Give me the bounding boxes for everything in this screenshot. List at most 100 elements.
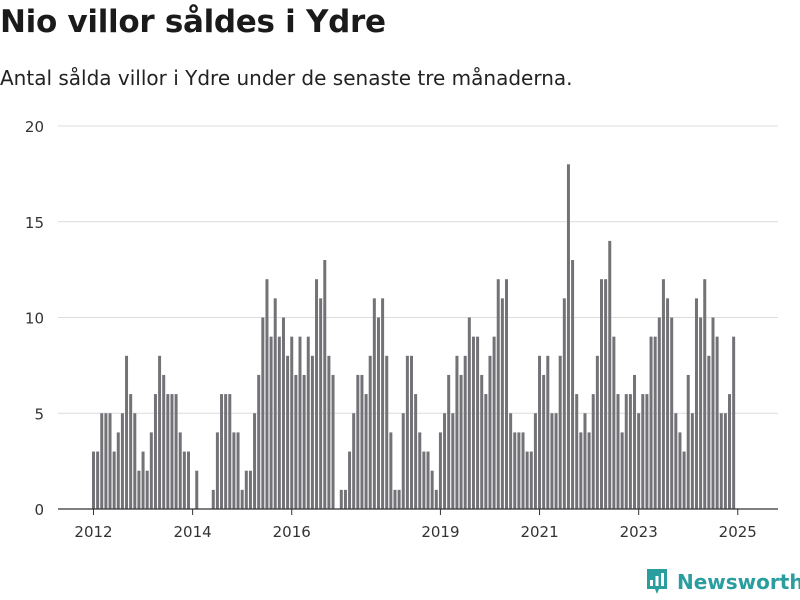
bar	[343, 489, 347, 509]
bar	[455, 355, 459, 509]
bar	[133, 413, 137, 509]
bar	[158, 355, 162, 509]
bar	[657, 317, 661, 509]
bar	[389, 432, 393, 509]
bar	[599, 279, 603, 509]
bar	[608, 240, 612, 509]
bar	[422, 451, 426, 509]
bar	[170, 394, 174, 509]
bar	[228, 394, 232, 509]
bar	[166, 394, 170, 509]
bar	[467, 317, 471, 509]
bar	[579, 432, 583, 509]
bar	[496, 279, 500, 509]
bar	[257, 374, 261, 509]
bar	[591, 394, 595, 509]
bar	[707, 355, 711, 509]
bar	[670, 317, 674, 509]
bar	[554, 413, 558, 509]
bar	[405, 355, 409, 509]
x-tick-label: 2012	[74, 523, 112, 541]
bar	[732, 336, 736, 509]
bar-chart: 0 5 10 15 20 2012 2014 2016 2019 2021 2023 2025 9	[25, 0, 778, 541]
bar	[728, 394, 732, 509]
bar	[401, 413, 405, 509]
bar	[385, 355, 389, 509]
bar	[381, 298, 385, 509]
bar	[92, 451, 95, 509]
bar	[694, 298, 698, 509]
bar	[281, 317, 285, 509]
y-tick-label: 20	[25, 118, 44, 136]
bar	[414, 394, 418, 509]
bar	[513, 432, 517, 509]
bar	[112, 451, 116, 509]
brand-name: Newsworthy	[677, 570, 800, 594]
bar	[690, 413, 694, 509]
chart-subtitle: Antal sålda villor i Ydre under de senas…	[0, 66, 573, 90]
bar	[562, 298, 566, 509]
bar	[616, 394, 620, 509]
bar	[719, 413, 723, 509]
bar	[666, 298, 670, 509]
bar	[612, 336, 616, 509]
bar	[566, 164, 570, 510]
bar	[236, 432, 240, 509]
bar	[120, 413, 124, 509]
bar	[587, 432, 591, 509]
bar	[261, 317, 265, 509]
bar	[546, 355, 550, 509]
bar	[430, 470, 434, 509]
bar	[211, 489, 215, 509]
bar	[372, 298, 376, 509]
bar	[538, 355, 542, 509]
bar	[348, 451, 352, 509]
bar	[331, 374, 335, 509]
bar	[145, 470, 149, 509]
bar	[244, 470, 248, 509]
bar	[641, 394, 645, 509]
bar	[104, 413, 108, 509]
bar	[447, 374, 451, 509]
bar	[108, 413, 112, 509]
bar	[500, 298, 504, 509]
bar	[339, 489, 343, 509]
bar	[699, 317, 703, 509]
bar	[434, 489, 438, 509]
bar	[484, 394, 488, 509]
bar	[356, 374, 360, 509]
bar	[376, 317, 380, 509]
bar	[294, 374, 298, 509]
bar	[174, 394, 178, 509]
bar	[715, 336, 719, 509]
bar	[633, 374, 637, 509]
bar	[426, 451, 430, 509]
bar	[509, 413, 513, 509]
bar	[711, 317, 715, 509]
bar	[269, 336, 273, 509]
bar	[542, 374, 546, 509]
highlight-value-label: 9	[737, 0, 747, 4]
bar	[529, 451, 533, 509]
bar	[273, 298, 277, 509]
bar	[443, 413, 447, 509]
bar	[298, 336, 302, 509]
bar	[682, 451, 686, 509]
bar	[116, 432, 120, 509]
y-tick-label: 5	[34, 405, 44, 423]
bar	[368, 355, 372, 509]
bar	[129, 394, 133, 509]
bar	[595, 355, 599, 509]
bar	[319, 298, 323, 509]
bar	[703, 279, 707, 509]
bar	[397, 489, 401, 509]
y-tick-label: 15	[25, 214, 44, 232]
bar	[558, 355, 562, 509]
y-tick-label: 10	[25, 310, 44, 328]
bar	[620, 432, 624, 509]
bar	[575, 394, 579, 509]
bar	[125, 355, 129, 509]
bar	[265, 279, 269, 509]
newsworthy-logo-icon	[647, 569, 667, 594]
bar	[306, 336, 310, 509]
